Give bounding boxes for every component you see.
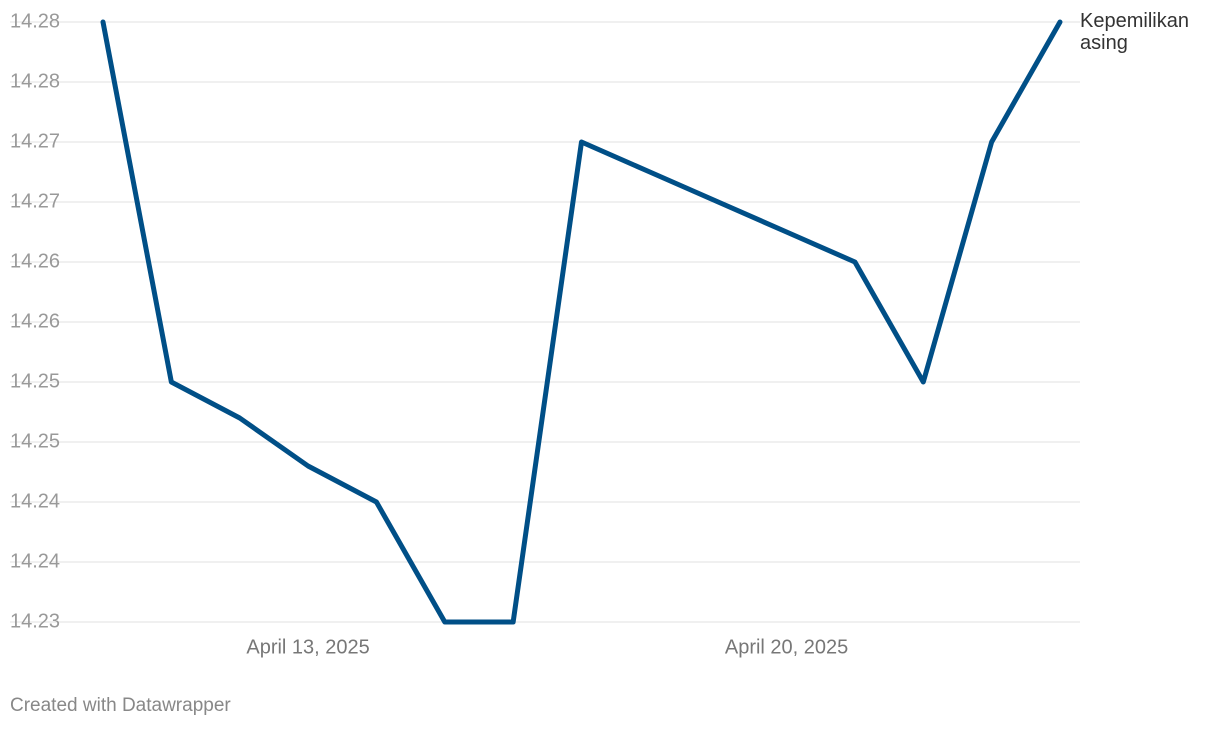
series-label: Kepemilikan asing <box>1080 10 1189 54</box>
x-tick-label: April 13, 2025 <box>246 636 369 658</box>
y-tick-label: 14.24 <box>10 550 60 572</box>
y-tick-label: 14.25 <box>10 430 60 452</box>
y-tick-label: 14.25 <box>10 370 60 392</box>
y-tick-label: 14.26 <box>10 310 60 332</box>
y-tick-label: 14.26 <box>10 250 60 272</box>
y-tick-label: 14.27 <box>10 130 60 152</box>
y-tick-label: 14.27 <box>10 190 60 212</box>
y-tick-label: 14.28 <box>10 70 60 92</box>
y-tick-label: 14.24 <box>10 490 60 512</box>
footer: Created with Datawrapper <box>10 695 231 716</box>
x-tick-label: April 20, 2025 <box>725 636 848 658</box>
y-tick-label: 14.28 <box>10 10 60 32</box>
line <box>100 19 1063 625</box>
y-tick-label: 14.23 <box>10 610 60 632</box>
